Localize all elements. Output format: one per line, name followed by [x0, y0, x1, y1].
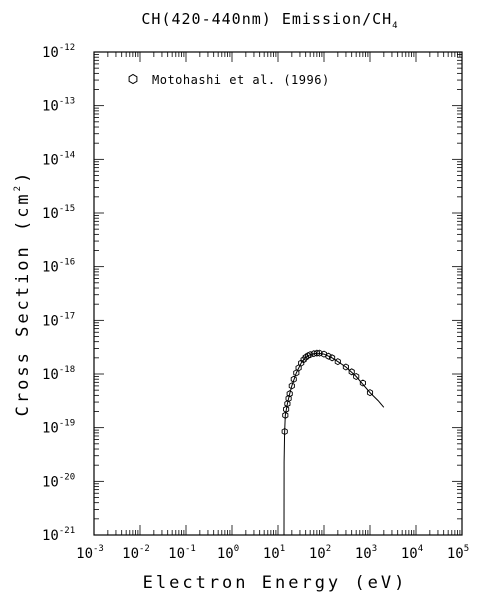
data-point	[310, 350, 317, 358]
x-tick-labels: 10-3 10-2 10-1 100 101 102 103 104 105	[76, 544, 469, 562]
data-point	[281, 427, 288, 436]
x-tick-label: 10-2	[122, 544, 150, 562]
y-tick-label: 10-19	[42, 419, 75, 437]
x-tick-label: 100	[217, 544, 239, 562]
x-axis-label: Electron Energy (eV)	[143, 573, 408, 593]
y-tick-label: 10-13	[42, 97, 75, 115]
x-tick-label: 104	[401, 544, 423, 562]
data-point	[282, 411, 289, 419]
legend-marker-hexagon	[128, 73, 138, 85]
y-tick-label: 10-21	[42, 526, 75, 544]
x-tick-label: 10-1	[168, 544, 196, 562]
data-point	[304, 352, 312, 360]
y-tick-label: 10-18	[42, 365, 75, 383]
data-point	[302, 353, 309, 361]
data-point	[286, 390, 293, 398]
data-point	[320, 350, 328, 358]
data-point	[290, 375, 297, 383]
y-tick-label: 10-20	[42, 472, 75, 490]
y-tick-label: 10-15	[42, 204, 75, 222]
data-point	[316, 349, 323, 357]
data-point	[342, 363, 349, 371]
data-point	[366, 389, 374, 397]
fit-curve	[283, 352, 385, 536]
x-tick-label: 103	[355, 544, 377, 562]
data-point	[285, 394, 292, 403]
y-tick-label: 10-17	[42, 311, 75, 329]
data-point	[284, 400, 291, 408]
legend: Motohashi et al. (1996)	[128, 73, 330, 87]
chart-title: CH(420-440nm) Emission/CH4	[141, 10, 398, 31]
data-point	[348, 368, 355, 376]
y-axis-label: Cross Section (cm2)	[13, 170, 33, 417]
data-point	[359, 379, 366, 387]
data-points	[281, 349, 374, 436]
data-point	[325, 352, 332, 360]
legend-label: Motohashi et al. (1996)	[152, 73, 330, 87]
data-point	[283, 405, 290, 413]
plot-frame	[93, 51, 463, 536]
minor-ticks	[93, 52, 462, 536]
x-tick-label: 101	[263, 544, 285, 562]
data-point	[334, 358, 341, 366]
y-tick-label: 10-14	[42, 150, 75, 168]
data-point	[300, 356, 307, 364]
data-point	[313, 349, 320, 357]
y-tick-label: 10-16	[42, 258, 75, 276]
y-tick-labels: 10-12 10-13 10-14 10-15 10-16 10-17 10-18 10-19…	[42, 43, 75, 544]
data-point	[307, 351, 314, 359]
x-tick-label: 105	[447, 544, 469, 562]
data-point	[298, 359, 305, 367]
data-point	[293, 369, 300, 377]
data-point	[329, 354, 336, 362]
x-tick-label: 102	[309, 544, 331, 562]
x-tick-label: 10-3	[76, 544, 104, 562]
data-point	[353, 372, 360, 381]
data-point	[288, 382, 295, 390]
y-tick-label: 10-12	[42, 43, 75, 61]
